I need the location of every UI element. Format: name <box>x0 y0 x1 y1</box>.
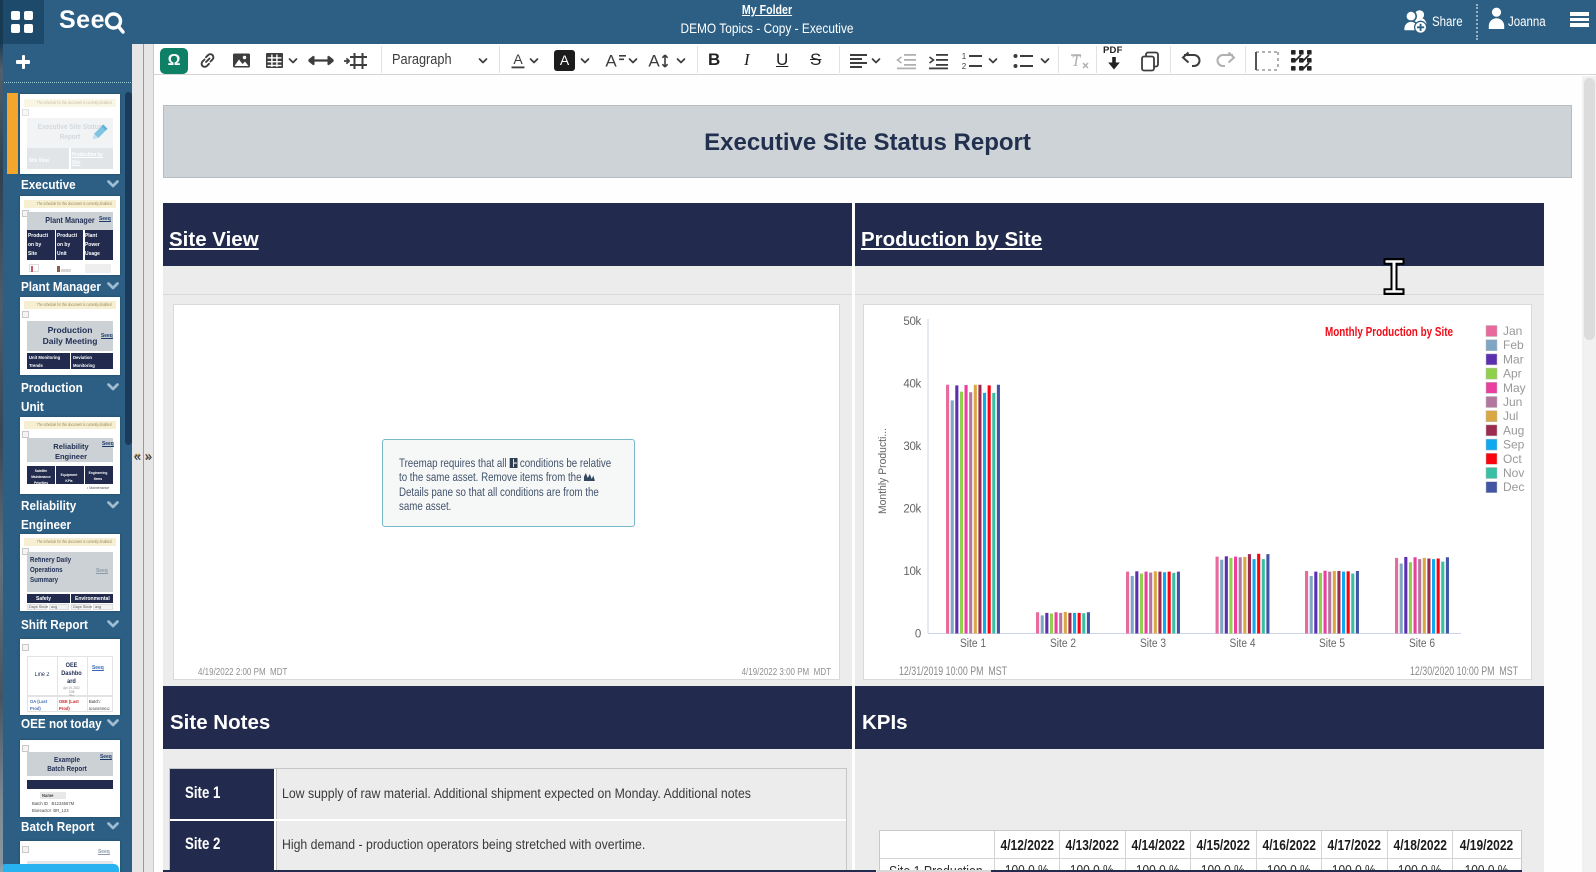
svg-text:Site 2: Site 2 <box>1050 638 1076 650</box>
svg-text:Jul: Jul <box>1503 409 1518 423</box>
svg-text:Dec: Dec <box>1503 480 1524 494</box>
svg-text:A: A <box>513 51 523 67</box>
svg-text:1: 1 <box>962 52 967 61</box>
svg-text:Jun: Jun <box>1503 395 1522 409</box>
svg-text:2: 2 <box>962 62 967 71</box>
svg-text:0: 0 <box>915 629 921 641</box>
svg-text:Mar: Mar <box>1503 352 1524 366</box>
svg-text:Nov: Nov <box>1503 466 1524 480</box>
svg-text:10k: 10k <box>903 566 921 578</box>
svg-text:Site 6: Site 6 <box>1409 638 1435 650</box>
svg-text:Site 4: Site 4 <box>1230 638 1257 650</box>
svg-text:Sep: Sep <box>1503 438 1525 452</box>
svg-text:Jan: Jan <box>1503 324 1522 338</box>
svg-text:30k: 30k <box>903 441 921 453</box>
svg-text:Feb: Feb <box>1503 338 1524 352</box>
svg-text:Monthly Production by Site: Monthly Production by Site <box>1325 325 1453 339</box>
svg-text:40k: 40k <box>903 379 921 391</box>
svg-text:A: A <box>605 52 617 71</box>
svg-text:12/30/2020 10:00 PM MST: 12/30/2020 10:00 PM MST <box>1410 666 1518 678</box>
svg-text:Aug: Aug <box>1503 423 1524 437</box>
svg-text:Site 1: Site 1 <box>960 638 986 650</box>
svg-text:20k: 20k <box>903 504 921 516</box>
svg-text:T: T <box>1072 53 1082 70</box>
svg-text:Apr: Apr <box>1503 367 1522 381</box>
svg-text:Oct: Oct <box>1503 452 1522 466</box>
svg-text:12/31/2019 10:00 PM MST: 12/31/2019 10:00 PM MST <box>899 666 1007 678</box>
svg-text:50k: 50k <box>903 316 921 328</box>
svg-text:May: May <box>1503 381 1526 395</box>
svg-text:A: A <box>648 52 660 71</box>
svg-text:Site 3: Site 3 <box>1140 638 1166 650</box>
svg-text:Monthly Producti...: Monthly Producti... <box>877 428 889 514</box>
svg-text:Site 5: Site 5 <box>1319 638 1345 650</box>
